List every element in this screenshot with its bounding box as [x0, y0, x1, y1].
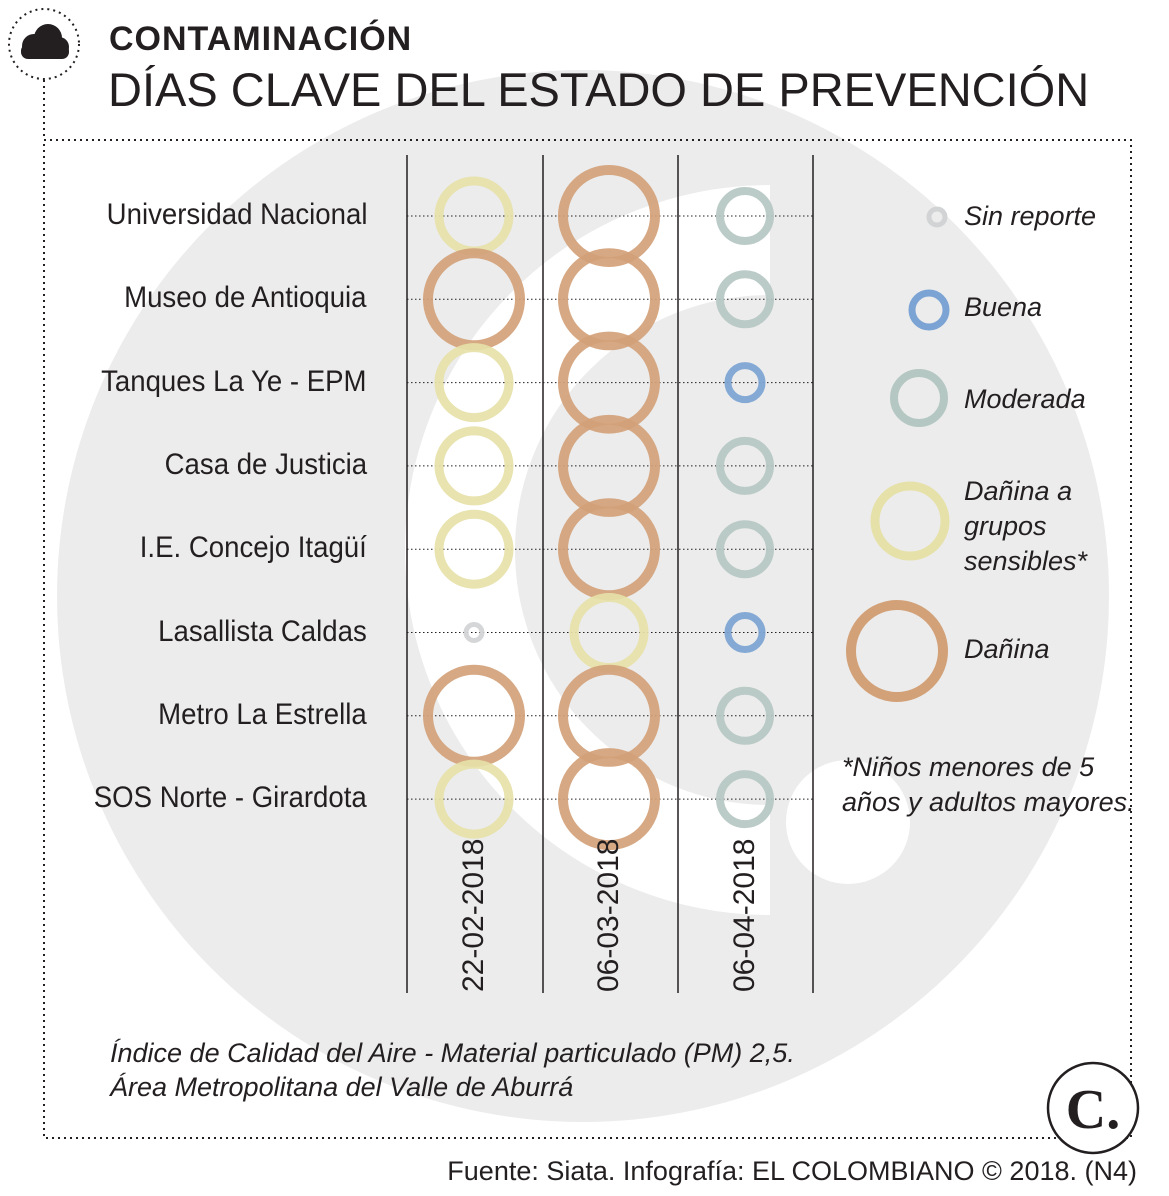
mark-museo-de-antioquia-06-03-2018: [558, 248, 660, 351]
data-marks: [423, 165, 774, 851]
station-label-casa-de-justicia: Casa de Justicia: [164, 447, 367, 481]
station-label-museo-de-antioquia: Museo de Antioquia: [124, 281, 367, 315]
date-label-22-02-2018: 22-02-2018: [457, 838, 490, 992]
mark-sos-norte-girardota-06-04-2018: [716, 770, 774, 829]
source-credit: Fuente: Siata. Infografía: EL COLOMBIANO…: [447, 1156, 1137, 1186]
legend-mark-sin-reporte: [926, 206, 948, 228]
mark-casa-de-justicia-22-02-2018: [434, 426, 514, 506]
station-label-tanques-la-ye-epm: Tanques La Ye - EPM: [101, 364, 367, 398]
mark-tanques-la-ye-epm-06-04-2018: [724, 362, 766, 404]
legend-label-danina-grupos-2: grupos: [964, 511, 1047, 541]
station-label-metro-la-estrella: Metro La Estrella: [158, 697, 367, 731]
mark-sos-norte-girardota-06-03-2018: [558, 748, 660, 851]
column-dividers: [406, 155, 814, 993]
mark-tanques-la-ye-epm-22-02-2018: [434, 343, 514, 423]
el-colombiano-logo: C.: [1046, 1061, 1140, 1155]
cloud-icon: [8, 8, 80, 80]
legend-label-danina-grupos-3: sensibles*: [964, 546, 1088, 576]
station-label-i-e-concejo-itagui: I.E. Concejo Itagüí: [139, 531, 367, 565]
mark-universidad-nacional-06-04-2018: [716, 187, 774, 245]
footnote-line-2: años y adultos mayores.: [842, 787, 1135, 817]
legend-mark-moderada: [890, 369, 948, 427]
station-label-lasallista-caldas: Lasallista Caldas: [158, 614, 367, 648]
mark-i-e-concejo-itagui-06-04-2018: [716, 520, 774, 579]
mark-universidad-nacional-06-03-2018: [558, 165, 660, 267]
date-label-06-04-2018: 06-04-2018: [728, 838, 761, 992]
legend-mark-buena: [908, 289, 950, 331]
mark-metro-la-estrella-06-03-2018: [558, 664, 660, 767]
dotted-frame: [43, 139, 1132, 1139]
legend-marks: [846, 206, 950, 702]
legend-label-sin-reporte: Sin reporte: [964, 201, 1097, 231]
legend-label-buena: Buena: [964, 292, 1043, 322]
mark-casa-de-justicia-06-03-2018: [558, 414, 660, 517]
area-note: Área Metropolitana del Valle de Aburrá: [110, 1072, 574, 1102]
watermark-logo: [57, 70, 1109, 1122]
station-label-sos-norte-girardota: SOS Norte - Girardota: [93, 781, 367, 815]
kicker: CONTAMINACIÓN: [109, 20, 413, 58]
mark-i-e-concejo-itagui-22-02-2018: [434, 509, 514, 589]
legend-label-danina-grupos-1: Dañina a: [964, 476, 1073, 506]
mark-lasallista-caldas-22-02-2018: [463, 622, 485, 643]
mark-lasallista-caldas-06-04-2018: [724, 612, 766, 653]
page-title: DÍAS CLAVE DEL ESTADO DE PREVENCIÓN: [108, 63, 1090, 116]
index-note: Índice de Calidad del Aire - Material pa…: [110, 1038, 795, 1068]
legend-mark-danina: [846, 600, 948, 702]
legend-label-danina: Dañina: [964, 634, 1050, 664]
mark-casa-de-justicia-06-04-2018: [716, 436, 774, 495]
footnote: *Niños menores de 5 años y adultos mayor…: [842, 750, 1135, 820]
footnote-line-1: *Niños menores de 5: [842, 752, 1095, 782]
legend-label-moderada: Moderada: [964, 384, 1086, 414]
logo-letter: C.: [1066, 1079, 1120, 1141]
station-label-universidad-nacional: Universidad Nacional: [106, 198, 367, 231]
mark-tanques-la-ye-epm-06-03-2018: [558, 331, 660, 434]
date-label-06-03-2018: 06-03-2018: [592, 838, 625, 992]
legend-mark-danina-grupos: [870, 481, 950, 561]
mark-sos-norte-girardota-22-02-2018: [434, 759, 514, 839]
mark-museo-de-antioquia-06-04-2018: [716, 270, 774, 329]
mark-metro-la-estrella-06-04-2018: [716, 686, 774, 745]
